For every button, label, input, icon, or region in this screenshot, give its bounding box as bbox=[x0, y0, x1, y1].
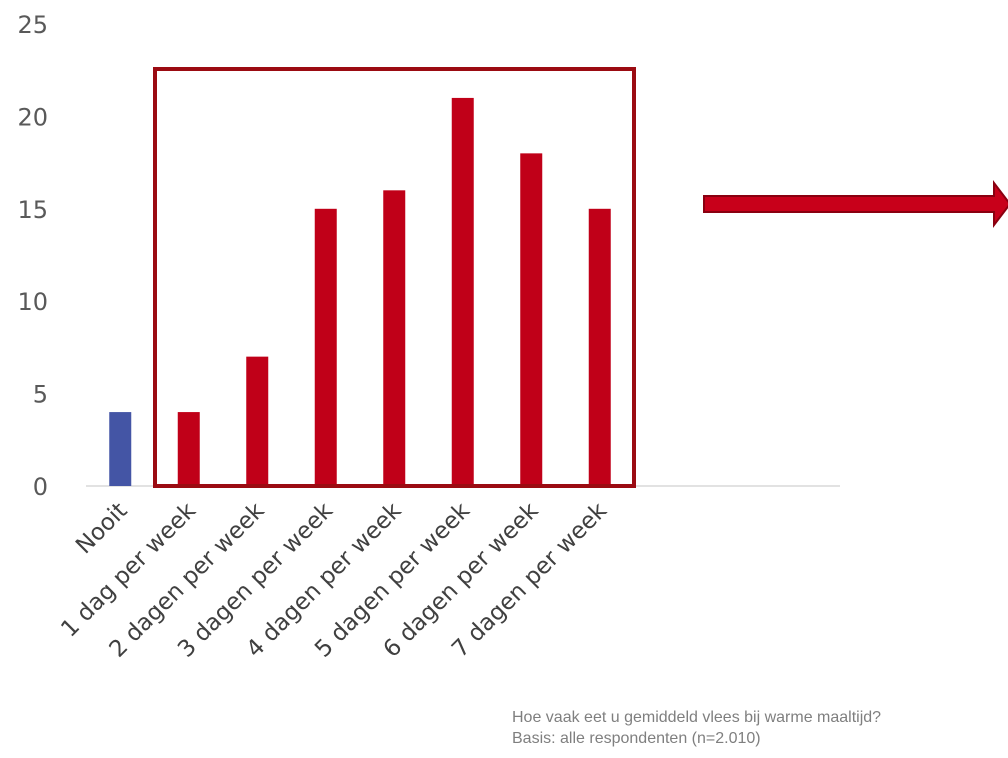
footnote: Hoe vaak eet u gemiddeld vlees bij warme… bbox=[512, 707, 881, 749]
bar-4-dagen-per-week bbox=[383, 190, 406, 486]
bar-6-dagen-per-week bbox=[520, 153, 543, 487]
footnote-base: Basis: alle respondenten (n=2.010) bbox=[512, 730, 761, 747]
bar-1-dag-per-week bbox=[177, 412, 200, 486]
bar-3-dagen-per-week bbox=[314, 208, 337, 487]
arrow-right-icon bbox=[703, 180, 1008, 228]
y-tick-label: 5 bbox=[33, 381, 48, 409]
footnote-question: Hoe vaak eet u gemiddeld vlees bij warme… bbox=[512, 709, 882, 726]
y-tick-label: 20 bbox=[17, 103, 48, 131]
highlight-box bbox=[153, 67, 636, 488]
y-tick-label: 10 bbox=[17, 288, 48, 316]
bar-5-dagen-per-week bbox=[451, 97, 474, 487]
bar-nooit bbox=[109, 412, 132, 486]
bar-2-dagen-per-week bbox=[246, 356, 269, 486]
bars bbox=[109, 97, 611, 487]
y-tick-label: 15 bbox=[17, 196, 48, 224]
x-tick-label: Nooit bbox=[71, 498, 132, 559]
bar-7-dagen-per-week bbox=[588, 208, 611, 487]
y-axis-ticks: 0 5 10 15 20 25 bbox=[17, 11, 48, 501]
y-tick-label: 0 bbox=[33, 473, 48, 501]
y-tick-label: 25 bbox=[17, 11, 48, 39]
